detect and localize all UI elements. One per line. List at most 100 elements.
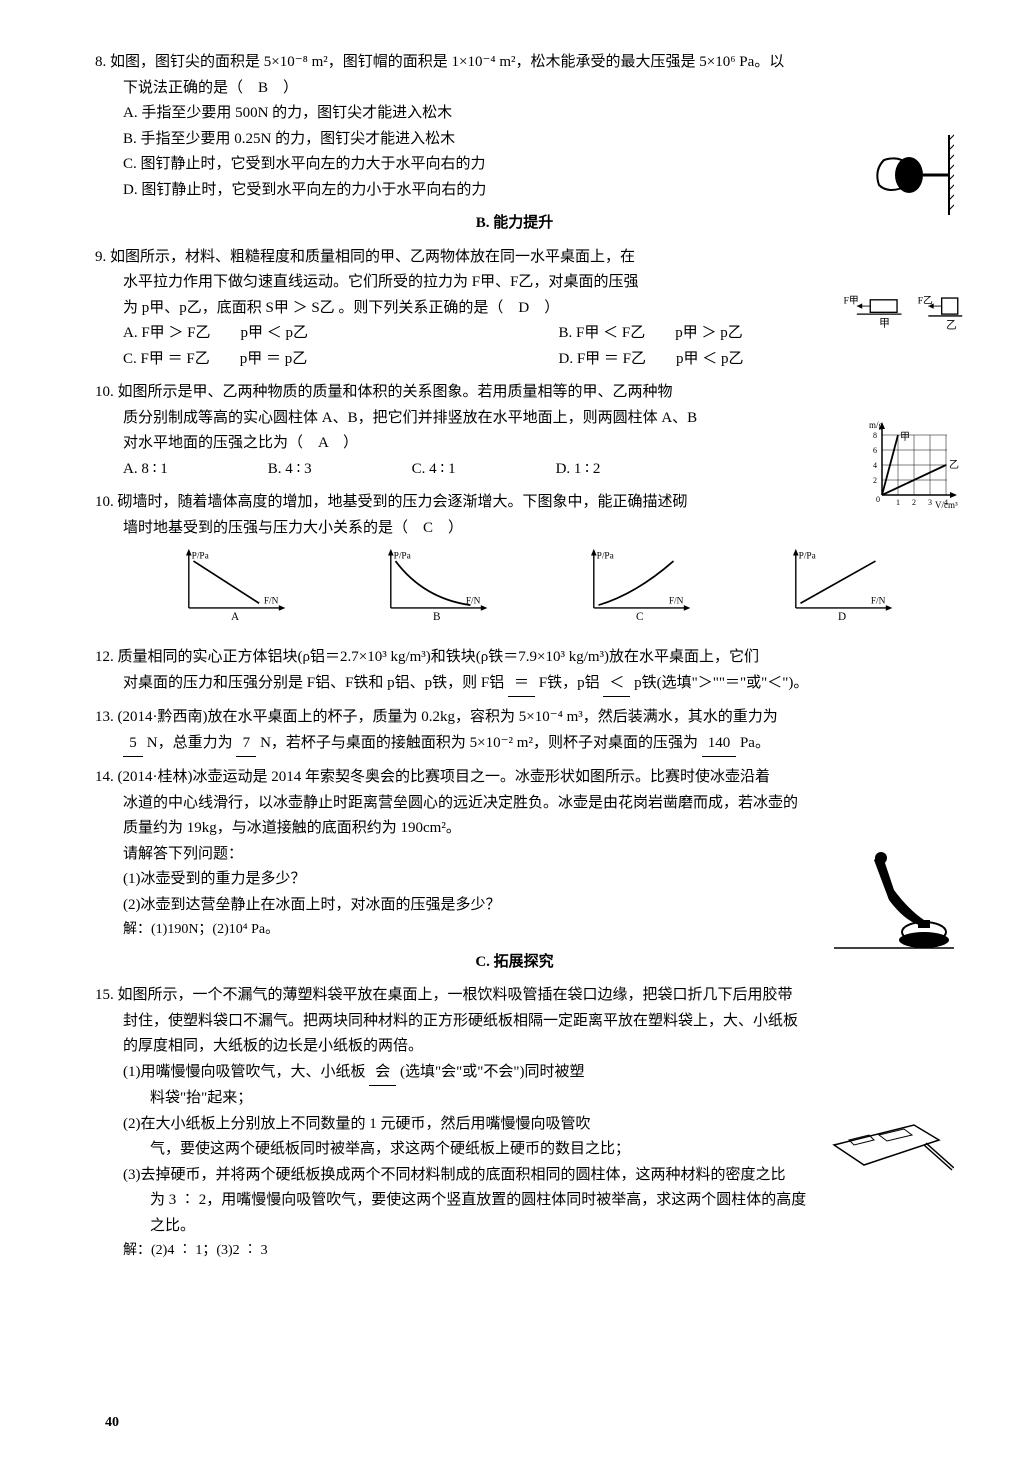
q9-stem-a: 9. 如图所示，材料、粗糙程度和质量相同的甲、乙两物体放在同一水平桌面上，在 bbox=[95, 245, 934, 271]
q10a-xt3: 4 bbox=[944, 498, 948, 507]
q14-sub1: (1)冰壶受到的重力是多少？ bbox=[95, 867, 934, 893]
q9-fjia-label: F甲 bbox=[843, 295, 858, 306]
question-15: 15. 如图所示，一个不漏气的薄塑料袋平放在桌面上，一根饮料吸管插在袋口边缘，把… bbox=[95, 983, 934, 1263]
q8-stem-b: 下说法正确的是（ B ） bbox=[95, 76, 934, 102]
q14-ans: 解：(1)190N；(2)10⁴ Pa。 bbox=[95, 918, 934, 942]
question-14: 14. (2014·桂林)冰壶运动是 2014 年索契冬奥会的比赛项目之一。冰壶… bbox=[95, 765, 934, 942]
q10a-opt-a: A. 8 ∶ 1 bbox=[123, 457, 168, 483]
q14-stem-d: 请解答下列问题： bbox=[95, 842, 934, 868]
q13-stem-c: N，若杯子与桌面的接触面积为 5×10⁻² m²，则杯子对桌面的压强为 bbox=[260, 735, 698, 751]
q9-figure: F甲 甲 F乙 乙 bbox=[839, 290, 964, 340]
q9-fyi-label: F乙 bbox=[918, 294, 933, 306]
q12-stem-b: 对桌面的压力和压强分别是 F铝、F铁和 p铝、p铁，则 F铝 bbox=[123, 675, 504, 691]
q9-stem-b: 水平拉力作用下做匀速直线运动。它们所受的拉力为 F甲、F乙，对桌面的压强 bbox=[95, 270, 934, 296]
q13-stem-a: 13. (2014·黔西南)放在水平桌面上的杯子，质量为 0.2kg，容积为 5… bbox=[95, 705, 934, 731]
q10b-d-xlabel: F/N bbox=[871, 596, 886, 606]
question-8: 8. 如图，图钉尖的面积是 5×10⁻⁸ m²，图钉帽的面积是 1×10⁻⁴ m… bbox=[95, 50, 934, 203]
q10a-xt0: 1 bbox=[896, 498, 900, 507]
mass-volume-graph-icon: m/g V/cm³ 甲 乙 2 4 6 8 1 2 3 4 0 bbox=[867, 420, 962, 510]
q10b-d-ylabel: P/Pa bbox=[799, 551, 817, 561]
q15-stem-a: 15. 如图所示，一个不漏气的薄塑料袋平放在桌面上，一根饮料吸管插在袋口边缘，把… bbox=[95, 983, 934, 1009]
q9-opt-d: D. F甲 ＝ F乙 p甲 ＜ p乙 bbox=[559, 347, 935, 373]
q15-sub3-c: 之比。 bbox=[95, 1214, 934, 1240]
q15-sub1-a: (1)用嘴慢慢向吸管吹气，大、小纸板 bbox=[123, 1064, 366, 1080]
question-10a: 10. 如图所示是甲、乙两种物质的质量和体积的关系图象。若用质量相等的甲、乙两种… bbox=[95, 380, 934, 482]
q10a-jia-label: 甲 bbox=[900, 432, 910, 443]
q10b-a-xlabel: F/N bbox=[264, 596, 279, 606]
q10b-c-label: C bbox=[636, 611, 644, 622]
q10b-c-xlabel: F/N bbox=[668, 596, 683, 606]
q15-sub2-b: 气，要使这两个硬纸板同时被举高，求这两个硬纸板上硬币的数目之比； bbox=[95, 1137, 934, 1163]
q10a-stem-a: 10. 如图所示是甲、乙两种物质的质量和体积的关系图象。若用质量相等的甲、乙两种… bbox=[95, 380, 934, 406]
q10a-opt-b: B. 4 ∶ 3 bbox=[268, 457, 312, 483]
q15-sub3-a: (3)去掉硬币，并将两个硬纸板换成两个不同材料制成的底面积相同的圆柱体，这两种材… bbox=[95, 1163, 934, 1189]
q14-stem-a: 14. (2014·桂林)冰壶运动是 2014 年索契冬奥会的比赛项目之一。冰壶… bbox=[95, 765, 934, 791]
q10b-stem-b: 墙时地基受到的压强与压力大小关系的是（ C ） bbox=[95, 516, 934, 542]
question-9: 9. 如图所示，材料、粗糙程度和质量相同的甲、乙两物体放在同一水平桌面上，在 水… bbox=[95, 245, 934, 373]
q15-sub3-b: 为 3 ∶ 2，用嘴慢慢向吸管吹气，要使这两个竖直放置的圆柱体同时被举高，求这两… bbox=[95, 1188, 934, 1214]
q8-figure bbox=[864, 130, 954, 220]
question-10b: 10. 砌墙时，随着墙体高度的增加，地基受到的压力会逐渐增大。下图象中，能正确描… bbox=[95, 490, 934, 637]
q10b-graph-c: P/Pa F/N C bbox=[551, 547, 721, 637]
q13-stem-d: Pa。 bbox=[740, 735, 770, 751]
section-c-header: C. 拓展探究 bbox=[95, 950, 934, 976]
q8-opt-d: D. 图钉静止时，它受到水平向左的力小于水平向右的力 bbox=[95, 178, 934, 204]
q15-sub1-c: 料袋"抬"起来； bbox=[95, 1086, 934, 1112]
q10a-figure: m/g V/cm³ 甲 乙 2 4 6 8 1 2 3 4 0 bbox=[867, 420, 962, 510]
q8-stem-a: 8. 如图，图钉尖的面积是 5×10⁻⁸ m²，图钉帽的面积是 1×10⁻⁴ m… bbox=[95, 50, 934, 76]
q9-opt-c: C. F甲 ＝ F乙 p甲 ＝ p乙 bbox=[123, 347, 499, 373]
q10b-a-ylabel: P/Pa bbox=[192, 551, 210, 561]
q10b-graph-d: P/Pa F/N D bbox=[753, 547, 923, 637]
q12-blank1: ＝ bbox=[508, 671, 535, 698]
page-number: 40 bbox=[105, 1411, 119, 1435]
q10b-a-label: A bbox=[231, 611, 240, 622]
q10a-yt1: 4 bbox=[873, 461, 877, 470]
plastic-bag-icon bbox=[824, 1095, 954, 1185]
q14-stem-c: 质量约为 19kg，与冰道接触的底面积约为 190cm²。 bbox=[95, 816, 934, 842]
q14-sub2: (2)冰壶到达营垒静止在冰面上时，对冰面的压强是多少？ bbox=[95, 893, 934, 919]
q10a-origin: 0 bbox=[876, 495, 880, 504]
q10b-b-label: B bbox=[433, 611, 441, 622]
q9-opt-a: A. F甲 ＞ F乙 p甲 ＜ p乙 bbox=[123, 321, 499, 347]
q15-blank1: 会 bbox=[369, 1060, 396, 1087]
q15-stem-b: 封住，使塑料袋口不漏气。把两块同种材料的正方形硬纸板相隔一定距离平放在塑料袋上，… bbox=[95, 1009, 934, 1035]
q15-figure bbox=[824, 1095, 954, 1185]
q8-opt-b: B. 手指至少要用 0.25N 的力，图钉尖才能进入松木 bbox=[95, 127, 934, 153]
q9-stem-c: 为 p甲、p乙，底面积 S甲 ＞ S乙 。则下列关系正确的是（ D ） bbox=[95, 296, 934, 322]
q10a-xt2: 3 bbox=[928, 498, 932, 507]
q12-blank2: ＜ bbox=[603, 671, 630, 698]
q10a-stem-c: 对水平地面的压强之比为（ A ） bbox=[95, 431, 934, 457]
q10b-graph-b: P/Pa F/N B bbox=[348, 547, 518, 637]
q13-blank2: 7 bbox=[236, 731, 256, 758]
q10a-yt2: 6 bbox=[873, 446, 877, 455]
q10b-c-ylabel: P/Pa bbox=[596, 551, 614, 561]
q8-opt-a: A. 手指至少要用 500N 的力，图钉尖才能进入松木 bbox=[95, 101, 934, 127]
section-b-header: B. 能力提升 bbox=[95, 211, 934, 237]
q13-stem-b: N，总重力为 bbox=[147, 735, 233, 751]
blocks-icon: F甲 甲 F乙 乙 bbox=[839, 290, 964, 340]
q14-figure bbox=[834, 850, 954, 960]
question-12: 12. 质量相同的实心正方体铝块(ρ铝＝2.7×10³ kg/m³)和铁块(ρ铁… bbox=[95, 645, 934, 697]
q10a-yt3: 8 bbox=[873, 431, 877, 440]
q12-stem-c: F铁，p铝 bbox=[539, 675, 600, 691]
thumbtack-icon bbox=[864, 130, 954, 220]
q10a-stem-b: 质分别制成等高的实心圆柱体 A、B，把它们并排竖放在水平地面上，则两圆柱体 A、… bbox=[95, 406, 934, 432]
q9-jia-label: 甲 bbox=[879, 318, 890, 330]
q9-yi-label: 乙 bbox=[946, 319, 957, 331]
q15-ans: 解：(2)4 ∶ 1；(3)2 ∶ 3 bbox=[95, 1239, 934, 1263]
q10b-graph-a: P/Pa F/N A bbox=[146, 547, 316, 637]
q15-stem-c: 的厚度相同，大纸板的边长是小纸板的两倍。 bbox=[95, 1034, 934, 1060]
q10b-b-ylabel: P/Pa bbox=[394, 551, 412, 561]
q10a-ylabel: m/g bbox=[869, 420, 884, 430]
q15-sub2-a: (2)在大小纸板上分别放上不同数量的 1 元硬币，然后用嘴慢慢向吸管吹 bbox=[95, 1112, 934, 1138]
q12-stem-a: 12. 质量相同的实心正方体铝块(ρ铝＝2.7×10³ kg/m³)和铁块(ρ铁… bbox=[95, 645, 934, 671]
q10a-opt-d: D. 1 ∶ 2 bbox=[556, 457, 601, 483]
q13-blank1: 5 bbox=[123, 731, 143, 758]
q10a-yt0: 2 bbox=[873, 476, 877, 485]
q10b-graphs: P/Pa F/N A P/Pa F/N B bbox=[135, 547, 934, 637]
question-13: 13. (2014·黔西南)放在水平桌面上的杯子，质量为 0.2kg，容积为 5… bbox=[95, 705, 934, 757]
q10b-d-label: D bbox=[838, 611, 846, 622]
q10a-yi-label: 乙 bbox=[949, 459, 959, 471]
q10a-opt-c: C. 4 ∶ 1 bbox=[412, 457, 456, 483]
q15-sub1-b: (选填"会"或"不会")同时被塑 bbox=[400, 1064, 584, 1080]
